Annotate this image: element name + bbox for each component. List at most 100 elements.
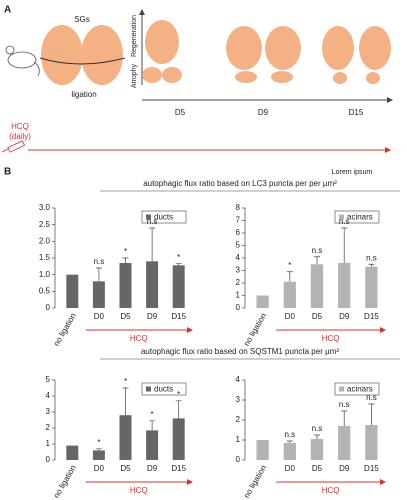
bar (172, 265, 185, 308)
bar (310, 439, 324, 460)
significance: * (124, 377, 127, 386)
bar (283, 443, 296, 460)
bar (119, 415, 132, 460)
significance: * (124, 247, 127, 256)
x-tick-label: D0 (94, 464, 105, 473)
y-tick-label: 5 (46, 375, 51, 384)
bar (365, 266, 378, 308)
legend-swatch (146, 214, 151, 220)
error-bar (175, 400, 182, 419)
syringe (1, 140, 26, 153)
bar (283, 281, 296, 308)
y-tick-label: 3 (236, 395, 241, 404)
y-tick-label: 2 (236, 278, 241, 287)
x-tick-label: D5 (312, 312, 323, 321)
bar (66, 274, 79, 308)
row-title: autophagic flux ratio based on LC3 punct… (143, 179, 337, 188)
significance: n.s (339, 400, 350, 409)
treatment-label: (daily) (9, 132, 31, 141)
significance: * (151, 410, 154, 419)
error-bar (341, 410, 348, 426)
significance: * (177, 390, 180, 399)
significance: n.s (366, 393, 377, 402)
x-tick-label: D9 (147, 464, 158, 473)
treatment-label: HCQ (130, 334, 148, 343)
y-tick-label: 1 (46, 439, 51, 448)
legend-swatch (339, 386, 344, 392)
legend-label: ducts (154, 213, 173, 222)
y-tick-label: 1 (236, 291, 241, 300)
y-tick-label: 1.5 (39, 253, 51, 262)
x-tick-label: D15 (171, 312, 186, 321)
y-tick-label: 0 (236, 455, 241, 464)
legend-label: acinars (347, 385, 373, 394)
note: Lorem ipsum (332, 169, 373, 176)
timepoint: D5 (175, 108, 186, 117)
significance: n.s (94, 257, 105, 266)
significance: n.s (339, 217, 350, 226)
y-tick-label: 2.5 (39, 220, 51, 229)
x-tick-label: D9 (147, 312, 158, 321)
x-tick-label: no ligation (242, 464, 268, 500)
y-tick-label: 4 (236, 253, 241, 262)
panel-label: B (4, 167, 11, 178)
axis-bottom-label: Atrophy (131, 63, 138, 88)
bar (338, 426, 351, 460)
significance: n.s (366, 253, 377, 262)
y-tick-label: 0 (46, 303, 51, 312)
axis-top-label: Regeneration (131, 15, 138, 57)
timepoint: D15 (349, 108, 364, 117)
gland-stages (142, 20, 391, 84)
treatment-label: HCQ (130, 486, 148, 495)
legend-label: acinars (347, 213, 373, 222)
x-tick-label: D9 (339, 312, 350, 321)
x-tick-label: no ligation (242, 312, 268, 348)
significance: * (288, 261, 291, 270)
salivary-glands (41, 25, 123, 85)
y-tick-label: 3 (46, 407, 51, 416)
y-tick-label: 4 (46, 391, 51, 400)
y-tick-label: 2 (46, 423, 51, 432)
y-tick-label: 0 (236, 303, 241, 312)
legend-swatch (146, 386, 151, 392)
error-bar (341, 227, 348, 263)
error-bar (175, 263, 182, 266)
y-tick-label: 0 (46, 455, 51, 464)
bar (92, 281, 105, 308)
legend-box (141, 382, 187, 396)
bar (256, 440, 269, 460)
y-tick-label: 3 (236, 266, 241, 275)
sgs-label: SGs (74, 15, 90, 24)
legend-box (334, 210, 380, 224)
ligation-label: ligation (71, 90, 96, 99)
row-title: autophagic flux ratio based on SQSTM1 pu… (141, 347, 339, 356)
y-tick-label: 6 (236, 228, 241, 237)
error-bar (95, 267, 102, 282)
error-bar (149, 227, 156, 262)
y-tick-label: 5 (236, 241, 241, 250)
y-tick-label: 2 (236, 415, 241, 424)
bar (119, 263, 132, 308)
x-tick-label: no ligation (52, 464, 78, 500)
legend-box (334, 382, 380, 396)
ligation-line (39, 57, 126, 65)
y-tick-label: 2.0 (39, 236, 51, 245)
bar (256, 295, 269, 308)
y-tick-label: 4 (236, 375, 241, 384)
y-tick-label: 1.0 (39, 270, 51, 279)
x-tick-label: D5 (120, 312, 131, 321)
significance: n.s (284, 430, 295, 439)
bar (92, 450, 105, 460)
error-bar (368, 403, 375, 425)
timepoint: D9 (258, 108, 269, 117)
significance: * (97, 438, 100, 447)
legend-box (141, 210, 187, 224)
x-tick-label: D5 (120, 464, 131, 473)
mouse-sketch (5, 45, 40, 77)
x-tick-label: D15 (171, 464, 186, 473)
treatment-label: HCQ (11, 122, 29, 131)
error-bar (286, 271, 293, 282)
treatment-label: HCQ (322, 486, 340, 495)
bar (146, 430, 159, 460)
